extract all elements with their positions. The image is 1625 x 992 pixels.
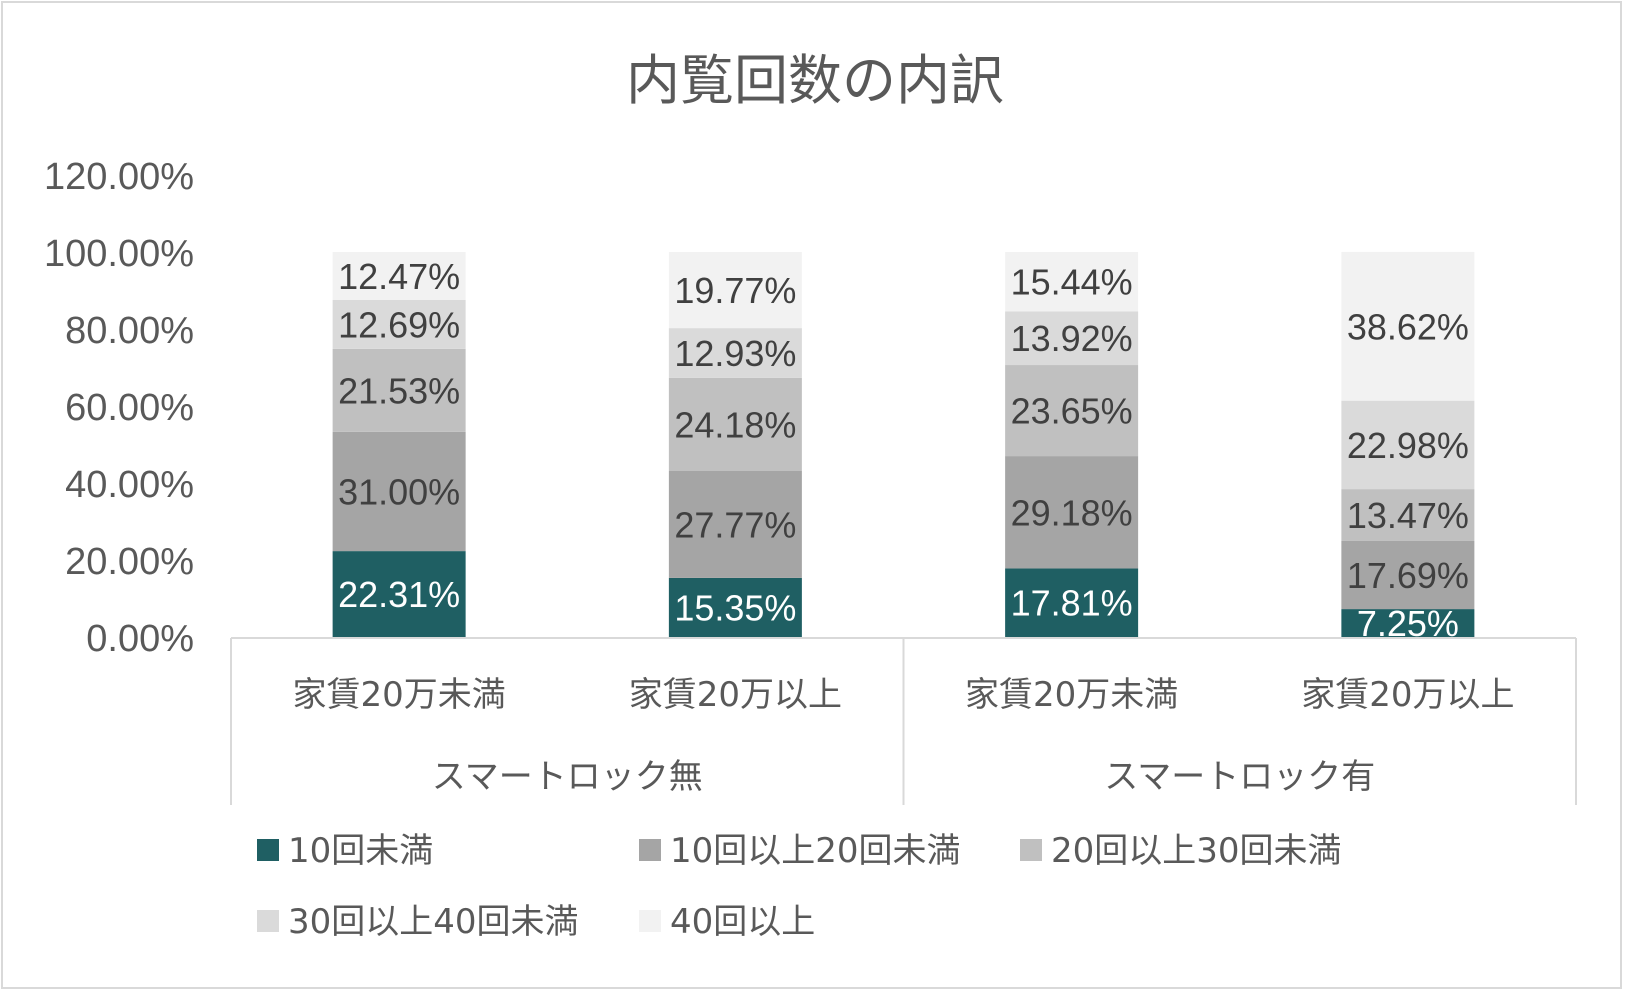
y-tick-label: 120.00% <box>44 156 194 198</box>
x-category-label: 家賃20万未満 <box>292 675 505 715</box>
bar-segment <box>1005 311 1139 366</box>
data-label: 31.00% <box>338 471 460 512</box>
bar-segment <box>1341 609 1475 637</box>
bar-segment <box>332 300 466 349</box>
data-label: 12.47% <box>338 256 460 297</box>
y-axis: 0.00% 20.00% 40.00% 60.00% 80.00% 100.00% 120.… <box>44 156 194 660</box>
data-label: 23.65% <box>1011 391 1133 432</box>
y-tick-label: 80.00% <box>65 310 194 352</box>
data-label: 24.18% <box>674 404 796 445</box>
chart-title: 内覧回数の内訳 <box>626 49 1004 112</box>
data-label: 22.31% <box>338 574 460 615</box>
bar-segment <box>668 470 802 578</box>
x-group-label: スマートロック無 <box>432 757 703 797</box>
legend-swatch <box>257 910 279 932</box>
y-tick-label: 60.00% <box>65 387 194 429</box>
bar-segment <box>1341 251 1475 401</box>
bar-segment <box>1005 568 1139 637</box>
bars <box>332 251 1475 637</box>
data-label: 12.69% <box>338 304 460 345</box>
bar-segment <box>668 252 802 329</box>
bar-segment <box>668 377 802 471</box>
bar-segment <box>332 431 466 552</box>
bar-segment <box>332 252 466 301</box>
legend-swatch <box>639 839 661 861</box>
data-label: 12.93% <box>674 333 796 374</box>
legend-label: 10回未満 <box>288 831 433 871</box>
legend-swatch <box>1020 839 1042 861</box>
legend-swatch <box>639 910 661 932</box>
bar-segment <box>1005 252 1139 312</box>
data-label: 15.44% <box>1011 262 1133 303</box>
data-label: 13.92% <box>1011 318 1133 359</box>
data-label: 15.35% <box>674 587 796 628</box>
bar-segment <box>332 348 466 432</box>
y-tick-label: 0.00% <box>86 618 194 660</box>
data-label: 21.53% <box>338 370 460 411</box>
legend-label: 20回以上30回未満 <box>1051 831 1342 871</box>
data-label: 19.77% <box>674 270 796 311</box>
stacked-bar-chart: 内覧回数の内訳 0.00% 20.00% 40.00% 60.00% 80.00% 100… <box>44 49 1577 942</box>
bar-segment <box>1341 489 1475 541</box>
data-label: 13.47% <box>1347 495 1469 536</box>
data-label: 17.81% <box>1011 583 1133 624</box>
x-category-label: 家賃20万未満 <box>965 675 1178 715</box>
data-label: 29.18% <box>1011 492 1133 533</box>
legend-swatch <box>257 839 279 861</box>
x-group-label: スマートロック有 <box>1104 757 1375 797</box>
data-labels: 22.31% 31.00% 21.53% 12.69% 12.47% 15.35% 27.7… <box>338 256 1469 644</box>
bar-segment <box>1341 540 1475 610</box>
legend-label: 10回以上20回未満 <box>670 831 961 871</box>
bar-segment <box>1005 456 1139 569</box>
bar-segment <box>1341 400 1475 490</box>
legend-label: 30回以上40回未満 <box>288 902 579 942</box>
data-label: 22.98% <box>1347 425 1469 466</box>
x-category-label: 家賃20万以上 <box>1301 675 1514 715</box>
bar-segment <box>668 328 802 378</box>
data-label: 17.69% <box>1347 555 1469 596</box>
x-category-label: 家賃20万以上 <box>629 675 842 715</box>
bar-segment <box>1005 365 1139 457</box>
data-label: 38.62% <box>1347 306 1469 347</box>
legend-label: 40回以上 <box>670 902 815 942</box>
y-tick-label: 20.00% <box>65 541 194 583</box>
bar-segment <box>668 577 802 637</box>
y-tick-label: 100.00% <box>44 233 194 275</box>
legend: 10回未満 10回以上20回未満 20回以上30回未満 30回以上40回未満 40回以上 <box>257 831 1342 942</box>
bar-segment <box>332 551 466 637</box>
data-label: 27.77% <box>674 504 796 545</box>
y-tick-label: 40.00% <box>65 464 194 506</box>
